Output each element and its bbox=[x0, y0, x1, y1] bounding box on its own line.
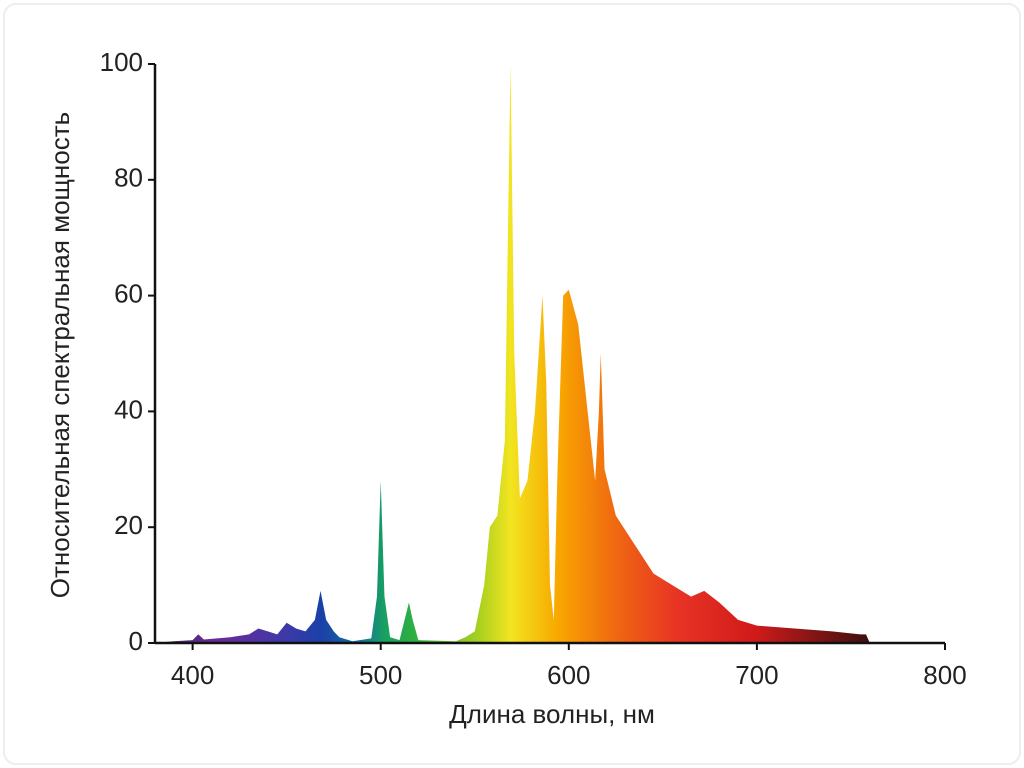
y-tick-label: 40 bbox=[114, 394, 143, 424]
x-tick-label: 700 bbox=[735, 660, 778, 690]
y-tick-label: 60 bbox=[114, 278, 143, 308]
y-tick-label: 0 bbox=[129, 626, 143, 656]
x-axis-label: Длина волны, нм bbox=[449, 699, 655, 729]
x-tick-label: 500 bbox=[359, 660, 402, 690]
y-axis-label: Относительная спектральная мощность bbox=[45, 112, 75, 598]
y-tick-label: 100 bbox=[100, 47, 143, 77]
spectrum-area bbox=[155, 64, 870, 643]
y-tick-label: 80 bbox=[114, 163, 143, 193]
x-tick-label: 400 bbox=[171, 660, 214, 690]
y-tick-label: 20 bbox=[114, 510, 143, 540]
x-tick-label: 800 bbox=[923, 660, 966, 690]
x-tick-label: 600 bbox=[547, 660, 590, 690]
